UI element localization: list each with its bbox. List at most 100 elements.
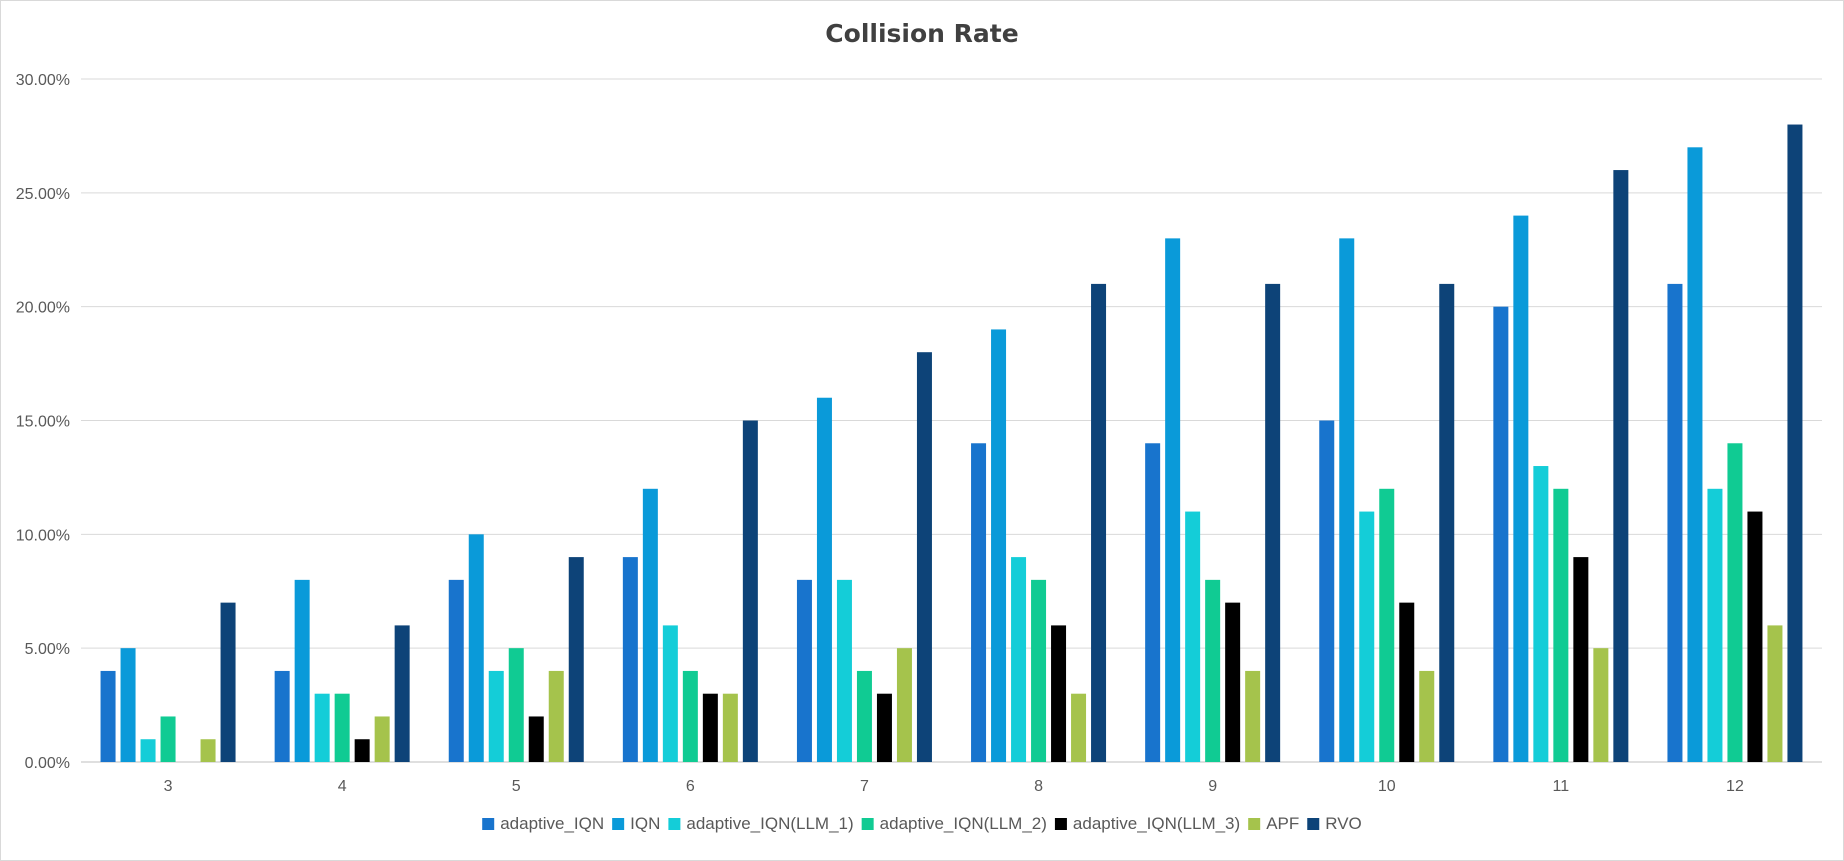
y-tick-label: 30.00%: [16, 72, 70, 89]
legend-swatch: [1054, 818, 1067, 830]
bar: [1051, 625, 1067, 762]
bar: [1011, 557, 1027, 762]
legend-label: RVO: [1325, 814, 1362, 833]
bar: [816, 397, 832, 762]
bar: [1379, 488, 1395, 762]
y-tick-label: 15.00%: [16, 414, 70, 431]
legend-label: adaptive_IQN(LLM_1): [686, 814, 853, 833]
bar: [274, 670, 290, 762]
bar: [1225, 602, 1241, 762]
bar: [1593, 648, 1609, 762]
bar: [528, 716, 544, 762]
bar: [394, 625, 410, 762]
y-tick-label: 0.00%: [25, 755, 70, 772]
x-tick-label: 5: [512, 778, 521, 795]
legend: adaptive_IQN IQN adaptive_IQN(LLM_1) adapti…: [482, 814, 1362, 833]
bar: [1613, 170, 1629, 763]
x-tick-label: 7: [860, 778, 869, 795]
bar: [836, 579, 852, 762]
bar: [508, 648, 524, 762]
legend-swatch: [1307, 818, 1320, 830]
x-axis: 3 4 5 6 7 8 9 10 11 12: [164, 778, 1744, 795]
bar: [334, 693, 350, 762]
legend-swatch: [861, 818, 874, 830]
bar: [1747, 511, 1763, 762]
x-tick-label: 11: [1553, 778, 1570, 795]
bar: [1091, 283, 1107, 762]
bar: [548, 670, 564, 762]
bar: [916, 352, 932, 762]
legend-label: adaptive_IQN: [500, 814, 604, 833]
bar: [642, 488, 658, 762]
legend-item: adaptive_IQN: [482, 814, 604, 833]
bar: [1265, 283, 1281, 762]
bar: [702, 693, 718, 762]
bar: [488, 670, 504, 762]
legend-swatch: [612, 818, 625, 830]
y-tick-label: 20.00%: [16, 300, 70, 317]
bar: [1319, 420, 1335, 762]
bar: [468, 534, 484, 762]
bar: [1533, 466, 1549, 762]
bar: [991, 329, 1007, 762]
bar: [1031, 579, 1047, 762]
x-tick-label: 10: [1378, 778, 1396, 795]
bar: [1399, 602, 1415, 762]
bar: [1707, 488, 1723, 762]
bar: [662, 625, 678, 762]
bar: [568, 557, 584, 762]
bar: [722, 693, 738, 762]
bars: [100, 124, 1803, 763]
bar: [1667, 283, 1683, 762]
bar: [1767, 625, 1783, 762]
bar: [682, 670, 698, 762]
bar: [1687, 147, 1703, 763]
bar: [220, 602, 236, 762]
bar: [448, 579, 464, 762]
x-tick-label: 9: [1208, 778, 1217, 795]
legend-item: APF: [1248, 814, 1299, 833]
x-tick-label: 3: [164, 778, 173, 795]
bar: [100, 670, 116, 762]
bar: [1205, 579, 1221, 762]
y-tick-label: 25.00%: [16, 186, 70, 203]
bar: [1071, 693, 1087, 762]
bar: [1185, 511, 1201, 762]
gridlines: [81, 78, 1822, 763]
y-tick-label: 5.00%: [25, 641, 70, 658]
y-tick-label: 10.00%: [16, 527, 70, 544]
legend-swatch: [668, 818, 681, 830]
bar: [294, 579, 310, 762]
bar: [1787, 124, 1803, 763]
legend-item: adaptive_IQN(LLM_2): [861, 814, 1047, 833]
bar: [200, 739, 216, 762]
bar: [1419, 670, 1435, 762]
y-axis: 0.00% 5.00% 10.00% 15.00% 20.00% 25.00% 30.00%: [16, 72, 70, 772]
bar: [856, 670, 872, 762]
legend-label: APF: [1266, 814, 1299, 833]
x-tick-label: 12: [1726, 778, 1744, 795]
bar: [1513, 215, 1529, 763]
legend-label: IQN: [630, 814, 660, 833]
bar: [1573, 557, 1589, 762]
legend-item: adaptive_IQN(LLM_1): [668, 814, 854, 833]
legend-label: adaptive_IQN(LLM_3): [1073, 814, 1240, 833]
bar: [140, 739, 156, 762]
bar: [1439, 283, 1455, 762]
legend-label: adaptive_IQN(LLM_2): [880, 814, 1047, 833]
legend-swatch: [482, 818, 495, 830]
bar: [1245, 670, 1261, 762]
bar: [742, 420, 758, 762]
bar: [160, 716, 176, 762]
bar: [896, 648, 912, 762]
bar: [1165, 238, 1181, 762]
legend-item: adaptive_IQN(LLM_3): [1054, 814, 1240, 833]
bar: [314, 693, 330, 762]
bar: [1359, 511, 1375, 762]
bar: [1553, 488, 1569, 762]
legend-item: RVO: [1307, 814, 1362, 833]
bar: [622, 557, 638, 762]
x-tick-label: 8: [1034, 778, 1043, 795]
bar: [971, 443, 987, 762]
